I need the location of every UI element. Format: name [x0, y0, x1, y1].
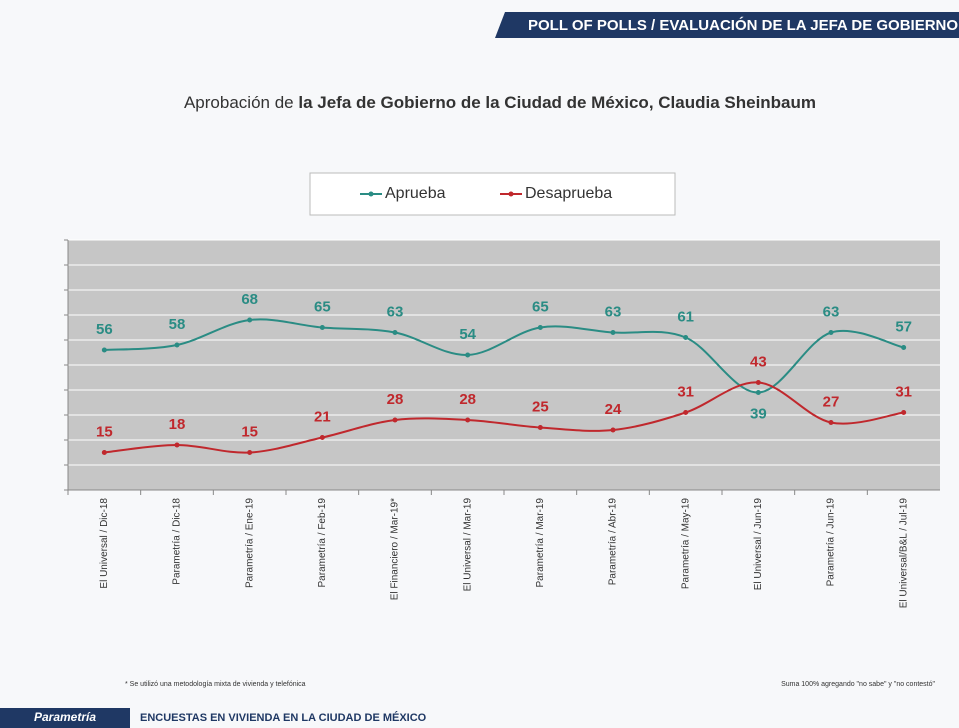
data-label: 28	[387, 391, 404, 408]
x-tick-label: Parametría / Jun-19	[826, 498, 837, 587]
data-label: 61	[677, 308, 694, 325]
data-label: 63	[823, 303, 840, 320]
x-tick-label: El Universal/B&L / Jul-19	[898, 498, 909, 609]
point	[901, 410, 907, 415]
point	[174, 442, 180, 448]
x-tick-label: Parametría / Abr-19	[608, 498, 619, 586]
point	[247, 317, 253, 323]
note: Suma 100% agregando "no sabe" y "no cont…	[781, 681, 935, 688]
x-tick-label: El Financiero / Mar-19*	[390, 498, 401, 600]
footer-text: ENCUESTAS EN VIVIENDA EN LA CIUDAD DE MÉ…	[140, 711, 427, 724]
legend-label: Desaprueba	[525, 185, 612, 202]
chart-title: Aprobación de la Jefa de Gobierno de la …	[184, 93, 816, 112]
data-label: 58	[169, 316, 186, 333]
point	[174, 342, 180, 348]
x-tick-label: Parametría / Dic-18	[172, 498, 183, 585]
x-tick-label: Parametría / Ene-19	[244, 498, 255, 588]
x-tick-label: El Universal / Mar-19	[462, 498, 473, 592]
point	[392, 330, 398, 335]
data-label: 68	[241, 291, 258, 308]
data-label: 65	[532, 298, 549, 315]
point	[101, 347, 107, 353]
point	[319, 435, 325, 440]
data-label: 25	[532, 398, 549, 415]
point	[465, 417, 471, 423]
plot: 56 58 68 65 63 54 65 63 61 39 63 57 15 18 15 21 28 28 25 24…	[96, 291, 912, 455]
grid	[64, 239, 940, 495]
point	[755, 390, 761, 395]
footer-brand: Parametría	[34, 710, 96, 724]
point	[683, 410, 689, 415]
point	[901, 345, 907, 350]
data-label: 56	[96, 321, 113, 338]
point	[683, 335, 689, 340]
x-tick-label: El Universal / Dic-18	[99, 498, 110, 589]
data-label: 31	[677, 383, 694, 400]
title-regular: Aprobación de	[184, 93, 294, 112]
data-label: 15	[241, 423, 258, 440]
point	[610, 330, 616, 335]
data-label: 39	[750, 405, 767, 422]
legend-marker	[508, 191, 514, 197]
point	[755, 380, 761, 385]
data-label: 63	[605, 303, 622, 320]
note: * Se utilizó una metodología mixta de vi…	[125, 681, 306, 688]
data-label: 28	[459, 391, 476, 408]
point	[101, 450, 107, 455]
data-label: 63	[387, 303, 404, 320]
footer-brand-box	[0, 708, 130, 728]
data-label: 27	[823, 393, 840, 410]
x-tick-label: El Universal / Jun-19	[753, 498, 764, 591]
legend-marker	[368, 191, 374, 197]
series-line	[104, 381, 904, 454]
data-label: 65	[314, 298, 331, 315]
title-bold: la Jefa de Gobierno de la Ciudad de Méxi…	[298, 93, 816, 112]
data-label: 24	[605, 401, 622, 418]
x-tick-label: Parametría / Feb-19	[317, 498, 328, 588]
x-tick-label: Parametría / May-19	[680, 498, 691, 590]
point	[828, 330, 834, 335]
data-label: 21	[314, 408, 331, 425]
point	[537, 425, 543, 430]
point	[392, 417, 398, 423]
point	[465, 352, 471, 358]
data-label: 54	[459, 326, 476, 343]
point	[319, 325, 325, 330]
header-banner	[495, 12, 959, 38]
point	[610, 427, 616, 433]
point	[537, 325, 543, 330]
header-title: POLL OF POLLS / EVALUACIÓN DE LA JEFA DE…	[528, 16, 958, 34]
data-label: 15	[96, 423, 113, 440]
point	[828, 420, 834, 425]
data-label: 18	[169, 416, 186, 433]
data-label: 31	[895, 383, 912, 400]
data-label: 57	[895, 318, 912, 335]
legend-label: Aprueba	[385, 185, 446, 202]
data-label: 43	[750, 353, 767, 370]
point	[247, 450, 253, 455]
x-tick-label: Parametría / Mar-19	[535, 498, 546, 588]
